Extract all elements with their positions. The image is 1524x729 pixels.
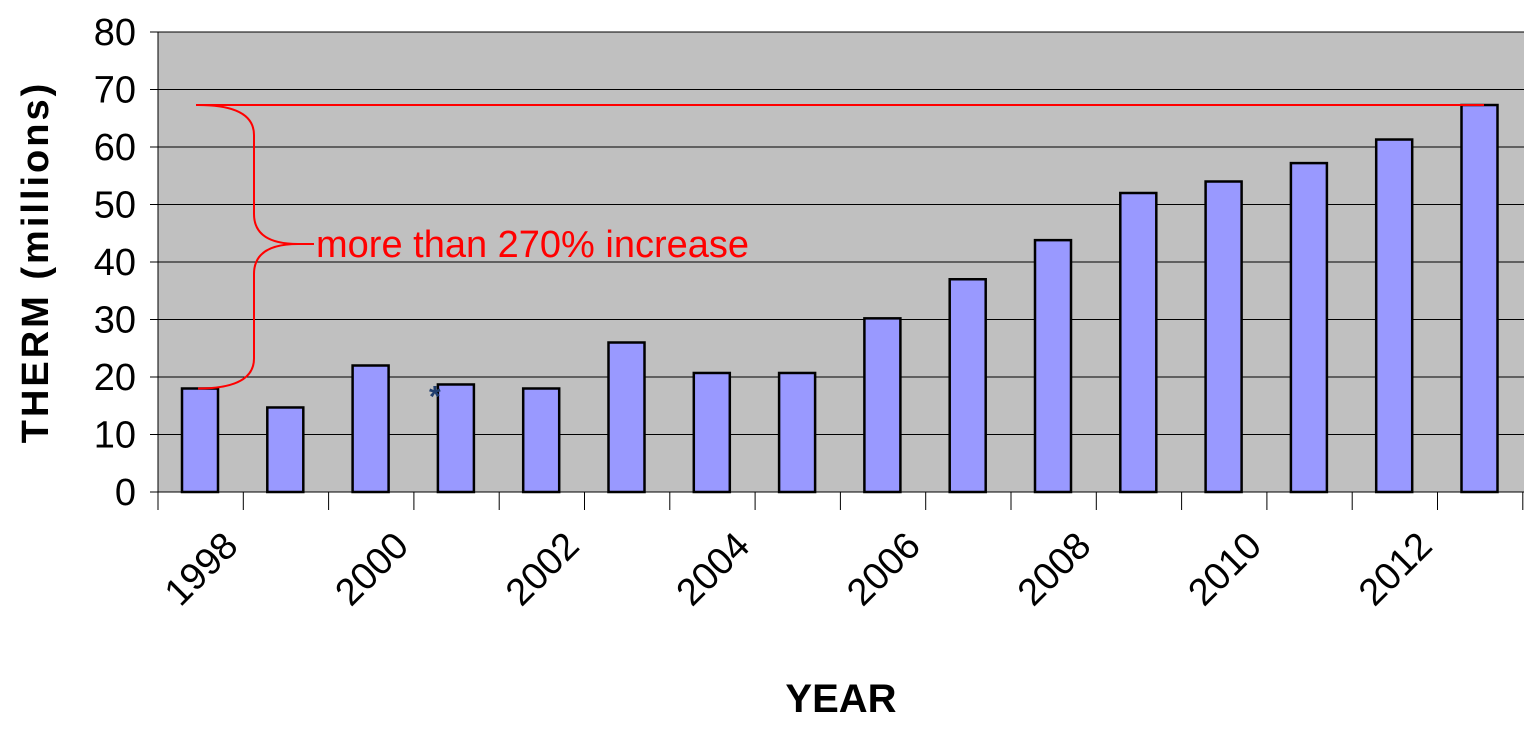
bar-2001 — [436, 383, 476, 494]
axes — [150, 31, 1524, 510]
y-tick-label: 30 — [94, 300, 136, 342]
bar-2013 — [1460, 103, 1499, 494]
bar-2009 — [1119, 191, 1158, 494]
bar-2000 — [351, 364, 390, 494]
bar-2003 — [607, 341, 646, 494]
x-tick-label: 2012 — [1351, 525, 1440, 614]
x-tick-label: 2008 — [1010, 525, 1099, 614]
x-axis-label: YEAR — [785, 677, 896, 721]
bar-2010 — [1204, 180, 1243, 494]
y-tick-label: 70 — [94, 70, 136, 112]
y-tick-label: 50 — [94, 185, 136, 227]
x-tick-label: 2004 — [669, 525, 758, 614]
annotation: more than 270% increase — [196, 104, 1484, 390]
bar-2012 — [1374, 138, 1414, 494]
bar-1999 — [266, 406, 305, 494]
y-axis-label: THERM (millions) — [15, 81, 57, 444]
x-tick-label: 2010 — [1180, 525, 1269, 614]
bar-2006 — [863, 317, 902, 494]
bar-2004 — [692, 371, 732, 494]
annotation-label: more than 270% increase — [316, 224, 749, 266]
x-tick-labels: 1998 2000 2002 2004 2006 2008 2010 2012 — [157, 525, 1441, 614]
y-tick-label: 10 — [94, 415, 136, 457]
y-tick-labels: 0 10 20 30 40 50 60 70 80 — [94, 12, 136, 514]
bar-2011 — [1289, 161, 1329, 494]
y-tick-label: 40 — [94, 242, 136, 284]
y-tick-label: 60 — [94, 127, 136, 169]
bars — [180, 103, 1499, 494]
bar-2008 — [1033, 238, 1073, 494]
bar-1998 — [180, 387, 220, 494]
x-tick-label: 2000 — [327, 525, 416, 614]
x-tick-label: 2006 — [839, 525, 928, 614]
x-tick-label: 2002 — [498, 525, 587, 614]
bar-marker-asterisk: * — [429, 380, 441, 413]
bar-2007 — [948, 278, 987, 494]
annotation-brace — [197, 104, 314, 390]
bar-2005 — [777, 371, 817, 494]
bar-2002 — [521, 387, 561, 494]
y-tick-label: 0 — [115, 472, 136, 514]
y-tick-label: 80 — [94, 12, 136, 54]
y-tick-label: 20 — [94, 357, 136, 399]
x-tick-label: 1998 — [157, 525, 246, 614]
